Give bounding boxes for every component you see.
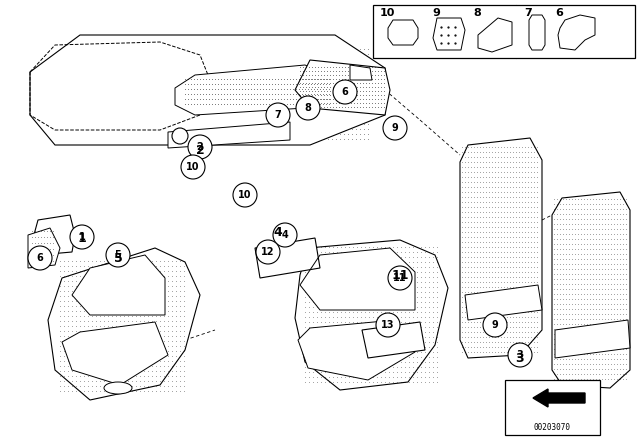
Text: 13: 13	[381, 320, 395, 330]
Text: 8: 8	[473, 8, 481, 18]
Polygon shape	[62, 322, 168, 385]
Circle shape	[70, 225, 94, 249]
Circle shape	[383, 116, 407, 140]
Polygon shape	[552, 192, 630, 388]
Circle shape	[172, 128, 188, 144]
Text: 6: 6	[342, 87, 348, 97]
Circle shape	[28, 246, 52, 270]
Text: 8: 8	[305, 103, 312, 113]
Polygon shape	[32, 215, 75, 255]
Polygon shape	[72, 255, 165, 315]
Circle shape	[233, 183, 257, 207]
Polygon shape	[388, 20, 418, 45]
Polygon shape	[555, 320, 630, 358]
Polygon shape	[465, 285, 542, 320]
Text: 10: 10	[238, 190, 252, 200]
Text: 00203070: 00203070	[534, 422, 570, 431]
Polygon shape	[373, 5, 635, 58]
Polygon shape	[460, 138, 542, 358]
Ellipse shape	[104, 382, 132, 394]
Text: 3: 3	[516, 352, 524, 365]
Text: 1: 1	[77, 232, 86, 245]
Polygon shape	[255, 238, 320, 278]
Circle shape	[483, 313, 507, 337]
Circle shape	[256, 240, 280, 264]
Polygon shape	[48, 248, 200, 400]
Text: 5: 5	[114, 251, 122, 264]
Polygon shape	[295, 240, 448, 390]
Polygon shape	[168, 122, 290, 148]
Polygon shape	[478, 18, 512, 52]
Text: 9: 9	[392, 123, 398, 133]
Polygon shape	[529, 15, 545, 50]
Polygon shape	[30, 35, 385, 145]
Text: 7: 7	[275, 110, 282, 120]
Text: 7: 7	[524, 8, 532, 18]
Polygon shape	[28, 228, 60, 268]
Text: 2: 2	[196, 143, 204, 156]
Circle shape	[273, 223, 297, 247]
Text: 9: 9	[432, 8, 440, 18]
Text: 2: 2	[196, 142, 204, 152]
Text: 11: 11	[393, 273, 407, 283]
Text: 9: 9	[492, 320, 499, 330]
Circle shape	[188, 135, 212, 159]
Text: 4: 4	[274, 225, 282, 238]
Polygon shape	[350, 65, 372, 80]
Circle shape	[106, 243, 130, 267]
Text: 4: 4	[282, 230, 289, 240]
Text: 3: 3	[516, 350, 524, 360]
Circle shape	[388, 266, 412, 290]
Text: 11: 11	[391, 268, 409, 281]
Text: 1: 1	[79, 232, 85, 242]
Polygon shape	[300, 248, 415, 310]
Polygon shape	[362, 322, 425, 358]
Text: 5: 5	[115, 250, 122, 260]
Circle shape	[266, 103, 290, 127]
Polygon shape	[505, 380, 600, 435]
Polygon shape	[298, 320, 415, 380]
Text: 6: 6	[36, 253, 44, 263]
Circle shape	[181, 155, 205, 179]
Polygon shape	[558, 15, 595, 50]
Circle shape	[296, 96, 320, 120]
Text: 10: 10	[186, 162, 200, 172]
Text: 10: 10	[380, 8, 396, 18]
Text: 12: 12	[261, 247, 275, 257]
Polygon shape	[295, 60, 390, 115]
Polygon shape	[175, 65, 340, 115]
Circle shape	[508, 343, 532, 367]
Polygon shape	[433, 18, 465, 50]
FancyArrow shape	[533, 389, 585, 407]
Circle shape	[376, 313, 400, 337]
Text: 6: 6	[555, 8, 563, 18]
Circle shape	[333, 80, 357, 104]
